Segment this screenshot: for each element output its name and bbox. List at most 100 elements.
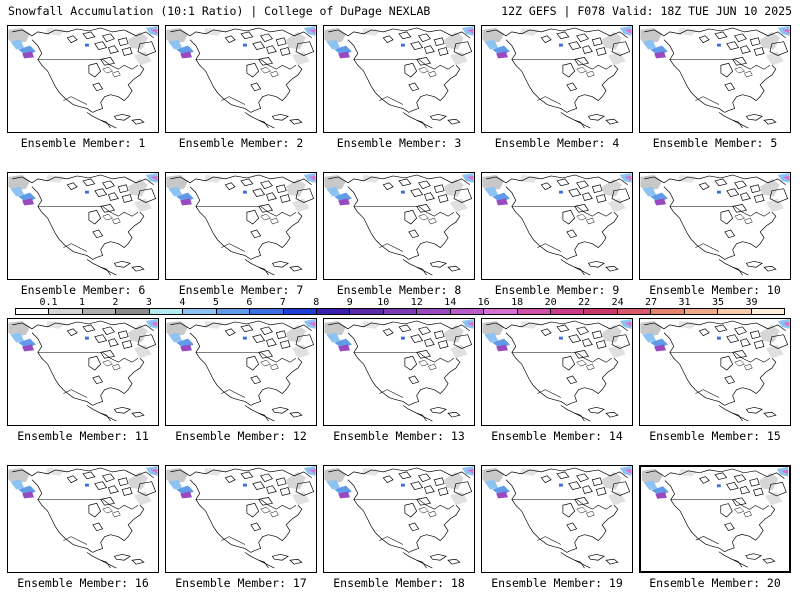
north-america-map [482,173,632,276]
legend-tick-label: 14 [444,297,457,308]
legend-swatch [450,309,485,314]
snow-blue [484,466,632,499]
lakes [734,213,753,225]
ensemble-member-map[interactable] [481,465,633,573]
ensemble-member-label: Ensemble Member: 9 [494,283,620,297]
ensemble-member-label: Ensemble Member: 10 [649,283,781,297]
borders [669,352,771,398]
snow-gray [482,27,626,66]
coastlines [12,320,157,422]
legend-tick-label: 39 [745,297,758,308]
ensemble-member-map[interactable] [165,318,317,426]
lakes [260,66,279,78]
legend-tick-label: 27 [645,297,658,308]
coastlines [328,320,473,422]
snow-blue [10,173,158,206]
ensemble-member-map[interactable] [165,25,317,133]
lakes [418,213,437,225]
ensemble-member-map[interactable] [165,465,317,573]
ensemble-member-label: Ensemble Member: 15 [649,429,781,443]
snow-blue [326,26,474,59]
borders [195,352,297,398]
snow-blue [642,319,790,352]
ensemble-member-map[interactable] [7,465,159,573]
ensemble-member-map[interactable] [7,318,159,426]
legend-swatch [116,309,150,314]
legend-tick-label: 0.1 [39,297,58,308]
legend-tick-label: 35 [712,297,725,308]
borders [669,206,771,252]
lakes [102,66,121,78]
ensemble-member-map[interactable] [481,318,633,426]
ensemble-member-map[interactable] [7,172,159,280]
ensemble-member-map[interactable] [323,465,475,573]
north-america-map [640,26,790,129]
north-america-map [8,173,158,276]
coastlines [12,27,157,129]
north-america-map [482,466,632,569]
ensemble-member-map[interactable] [481,172,633,280]
legend-swatch [417,309,451,314]
coastlines [644,174,789,276]
lakes [576,66,595,78]
legend-tick-label: 22 [578,297,591,308]
north-america-map [482,319,632,422]
borders [195,59,297,105]
legend-swatch [350,309,384,314]
north-america-map [8,466,158,569]
legend-tick-label: 1 [78,297,85,308]
ensemble-member-map[interactable] [639,465,791,573]
legend-tick-label: 10 [377,297,390,308]
coastlines [644,320,789,422]
snow-blue [484,319,632,352]
ensemble-member-map[interactable] [323,172,475,280]
ensemble-member-map[interactable] [7,25,159,133]
model-valid-time: 12Z GEFS | F078 Valid: 18Z TUE JUN 10 20… [501,4,792,18]
ensemble-member-map[interactable] [323,318,475,426]
legend-tick-label: 4 [179,297,186,308]
ensemble-member-map[interactable] [323,25,475,133]
ensemble-member-label: Ensemble Member: 6 [20,283,146,297]
legend-labels: 0.1 1 2 3 4 5 6 7 8 9 10 12 14 16 18 20 22 24 27 31 35 39 [15,297,785,308]
ensemble-member-map[interactable] [639,172,791,280]
ensemble-member-label: Ensemble Member: 16 [17,576,149,590]
north-america-map [166,466,316,569]
coastlines [170,320,315,422]
borders [353,59,455,105]
ensemble-member-label: Ensemble Member: 18 [333,576,465,590]
borders [511,352,613,398]
lakes [576,506,595,518]
borders [37,206,139,252]
ensemble-member-map[interactable] [639,318,791,426]
lakes [102,359,121,371]
lakes [260,506,279,518]
legend-swatch [183,309,217,314]
snowfall-legend: 0.1 1 2 3 4 5 6 7 8 9 10 12 14 16 18 20 22 24 27 31 35 39 [15,297,785,317]
ensemble-member-label: Ensemble Member: 13 [333,429,465,443]
snow-blue [643,467,789,499]
borders [37,499,139,545]
legend-tick-label: 7 [279,297,286,308]
lakes [576,213,595,225]
legend-swatch [283,309,317,314]
lakes [418,66,437,78]
coastlines [486,320,631,422]
ensemble-member-map[interactable] [165,172,317,280]
legend-swatch [383,309,418,314]
coastlines [486,27,631,129]
coastlines [170,174,315,276]
coastlines [170,27,315,129]
north-america-map [640,319,790,422]
borders [353,352,455,398]
coastlines [644,27,789,129]
ensemble-member-label: Ensemble Member: 5 [652,136,778,150]
ensemble-member-map[interactable] [481,25,633,133]
snow-blue [326,319,474,352]
north-america-map [324,466,474,569]
legend-swatch [316,309,351,314]
snow-blue [484,26,632,59]
lakes [733,507,752,518]
ensemble-member-map[interactable] [639,25,791,133]
legend-swatch [718,309,752,314]
legend-swatch [250,309,284,314]
